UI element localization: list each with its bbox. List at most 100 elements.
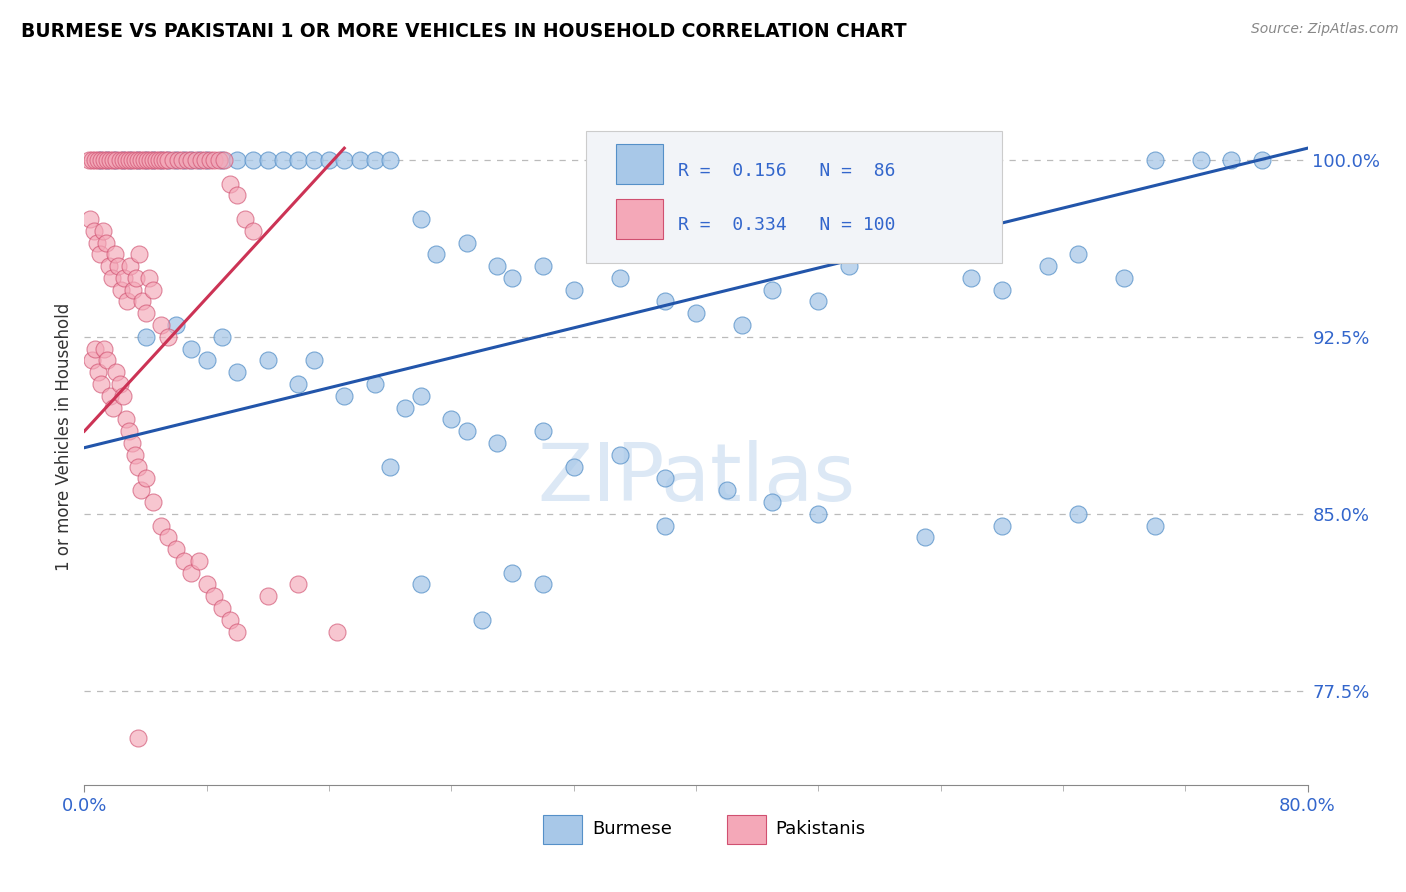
Point <box>654 294 676 309</box>
Point <box>149 518 172 533</box>
Point <box>609 271 631 285</box>
Point <box>128 247 150 261</box>
Point <box>380 459 402 474</box>
Point <box>149 153 172 167</box>
Point <box>139 153 162 167</box>
Point <box>991 518 1014 533</box>
Point <box>162 153 184 167</box>
Point <box>869 235 891 250</box>
Point <box>212 153 235 167</box>
Point <box>271 153 294 167</box>
Point <box>440 412 463 426</box>
Point <box>112 271 135 285</box>
Point <box>1036 259 1059 273</box>
Bar <box>543 815 582 844</box>
Point <box>233 211 256 226</box>
Point <box>180 342 202 356</box>
Point <box>96 353 118 368</box>
Point <box>93 342 115 356</box>
Bar <box>616 145 664 184</box>
Point <box>1143 518 1166 533</box>
Point <box>104 247 127 261</box>
Point <box>914 247 936 261</box>
Point <box>218 613 240 627</box>
Point <box>302 353 325 368</box>
Point <box>394 401 416 415</box>
Point <box>562 283 585 297</box>
Point <box>150 153 173 167</box>
Point <box>80 153 103 167</box>
Point <box>127 459 149 474</box>
Point <box>654 471 676 485</box>
Point <box>172 153 194 167</box>
Point <box>98 389 121 403</box>
Point <box>142 153 165 167</box>
Point <box>120 259 142 273</box>
Point <box>142 283 165 297</box>
Point <box>211 153 233 167</box>
Point <box>318 153 340 167</box>
Point <box>127 731 149 745</box>
Point <box>716 483 738 497</box>
Point <box>287 577 309 591</box>
Point <box>287 153 309 167</box>
Point <box>105 153 128 167</box>
Point <box>1114 271 1136 285</box>
Text: Pakistanis: Pakistanis <box>776 820 866 838</box>
Point <box>502 271 524 285</box>
Point <box>502 566 524 580</box>
Point <box>380 153 402 167</box>
Point <box>155 153 177 167</box>
Point <box>198 153 221 167</box>
Point <box>173 554 195 568</box>
Point <box>409 389 432 403</box>
Point <box>409 577 432 591</box>
Point <box>991 283 1014 297</box>
Text: R =  0.334   N = 100: R = 0.334 N = 100 <box>678 216 896 235</box>
Point <box>90 153 112 167</box>
Point <box>960 271 983 285</box>
Text: ZIPatlas: ZIPatlas <box>537 440 855 518</box>
Point <box>486 436 509 450</box>
Point <box>124 448 146 462</box>
Point <box>287 377 309 392</box>
Point <box>111 389 134 403</box>
Point <box>166 153 188 167</box>
Point <box>84 153 107 167</box>
Point <box>195 153 218 167</box>
Point <box>333 389 356 403</box>
Point <box>111 153 134 167</box>
Point <box>180 153 202 167</box>
Point <box>211 330 233 344</box>
Point <box>90 377 112 392</box>
Point <box>91 224 114 238</box>
Text: Burmese: Burmese <box>592 820 672 838</box>
Point <box>142 495 165 509</box>
Point <box>486 259 509 273</box>
Point <box>364 377 387 392</box>
Point <box>838 259 860 273</box>
Point <box>456 235 478 250</box>
Point <box>125 271 148 285</box>
Point <box>108 377 131 392</box>
Point <box>257 153 280 167</box>
Y-axis label: 1 or more Vehicles in Household: 1 or more Vehicles in Household <box>55 303 73 571</box>
Point <box>157 530 180 544</box>
Point <box>94 235 117 250</box>
Point <box>226 153 249 167</box>
Point <box>425 247 447 261</box>
Point <box>135 330 157 344</box>
Point <box>1067 507 1090 521</box>
Point <box>914 530 936 544</box>
Point <box>218 177 240 191</box>
Point <box>122 283 145 297</box>
Point <box>127 153 149 167</box>
Point <box>79 211 101 226</box>
Point <box>165 153 187 167</box>
Point <box>176 153 198 167</box>
Point <box>257 353 280 368</box>
Point <box>731 318 754 332</box>
Point <box>531 577 554 591</box>
Point <box>121 153 143 167</box>
Point <box>364 153 387 167</box>
